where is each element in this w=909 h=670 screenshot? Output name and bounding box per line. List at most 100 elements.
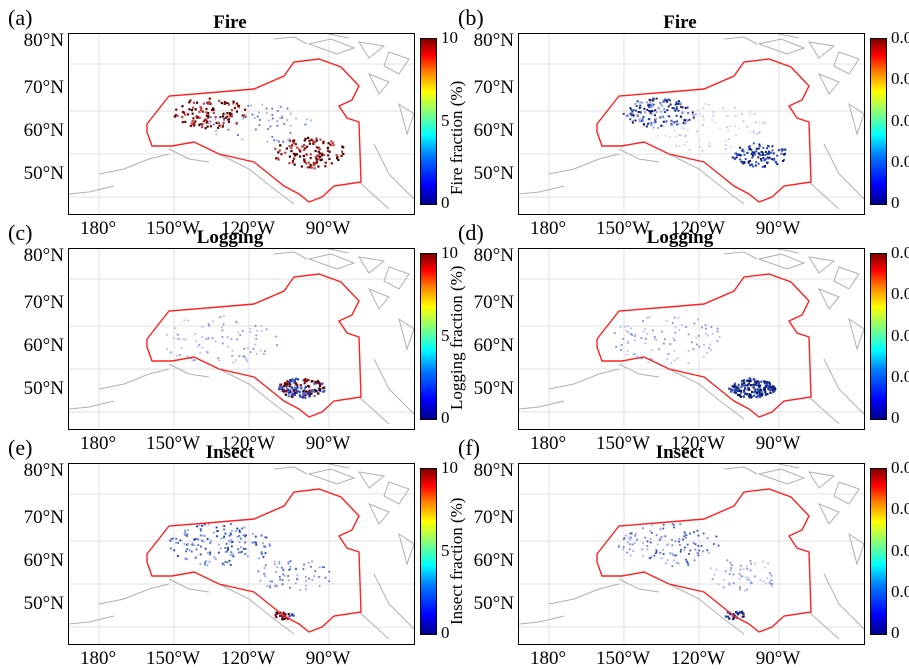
disturbance-pixel: [740, 379, 744, 383]
disturbance-pixel: [234, 110, 237, 113]
disturbance-pixel: [757, 147, 760, 150]
disturbance-pixel: [631, 120, 634, 122]
disturbance-pixel: [342, 146, 345, 149]
disturbance-pixel: [683, 549, 686, 551]
disturbance-pixel: [750, 384, 753, 387]
disturbance-pixel: [223, 535, 226, 538]
disturbance-pixel: [736, 154, 739, 156]
disturbance-pixel: [287, 138, 290, 141]
disturbance-pixel: [666, 559, 669, 561]
coastline: [668, 583, 745, 635]
disturbance-pixel: [305, 580, 307, 583]
disturbance-pixel: [673, 349, 676, 352]
disturbance-pixel: [291, 394, 294, 397]
disturbance-pixel: [300, 165, 303, 168]
disturbance-pixel: [312, 162, 315, 165]
disturbance-pixel: [753, 113, 756, 115]
panel-title: Logging: [196, 227, 264, 248]
disturbance-pixel: [674, 554, 677, 557]
longitude-tick-label: 180°: [79, 648, 117, 669]
disturbance-pixel: [222, 121, 225, 124]
disturbance-pixel: [749, 160, 751, 163]
disturbance-pixel: [639, 104, 642, 107]
disturbance-pixel: [220, 101, 223, 105]
disturbance-pixel: [755, 382, 758, 385]
disturbance-pixel: [246, 360, 248, 363]
map-panel: (c) Logging 80°N 70°N 60°N 50°N 180° 150°W 120°W…: [0, 215, 466, 454]
disturbance-pixel: [214, 558, 217, 560]
disturbance-pixel: [633, 353, 636, 356]
colorbar-tick-label: 0.04: [891, 458, 909, 477]
disturbance-pixel: [244, 541, 247, 544]
disturbance-pixel: [305, 588, 307, 591]
latitude-tick-label: 80°N: [23, 245, 64, 266]
disturbance-pixel: [269, 580, 271, 583]
disturbance-pixel: [661, 104, 664, 107]
coastline: [273, 466, 308, 475]
disturbance-pixel: [691, 341, 693, 344]
disturbance-pixel: [645, 101, 648, 104]
disturbance-pixel: [771, 145, 774, 148]
disturbance-pixel: [212, 320, 215, 323]
disturbance-pixel: [265, 328, 268, 331]
disturbance-pixel: [639, 105, 642, 108]
disturbance-pixel: [744, 392, 747, 395]
disturbance-pixel: [641, 548, 643, 551]
disturbance-pixel: [754, 153, 756, 156]
coastline: [373, 143, 414, 200]
disturbance-pixel: [648, 118, 651, 121]
disturbance-pixel: [758, 391, 761, 394]
disturbance-pixel: [783, 158, 785, 161]
disturbance-pixel: [717, 544, 720, 547]
disturbance-pixel: [773, 386, 776, 389]
disturbance-pixel: [199, 528, 202, 530]
disturbance-pixel: [659, 102, 662, 105]
colorbar: [870, 38, 887, 205]
disturbance-pixel: [201, 326, 204, 328]
disturbance-pixel: [208, 324, 211, 327]
disturbance-pixel: [692, 113, 695, 116]
disturbance-pixel: [707, 104, 710, 106]
disturbance-pixel: [640, 120, 643, 122]
disturbance-pixel: [292, 141, 295, 144]
disturbance-pixel: [314, 140, 317, 143]
disturbance-pixel: [675, 135, 677, 138]
disturbance-pixel: [769, 572, 771, 575]
disturbance-pixel: [622, 546, 625, 548]
disturbance-pixel: [642, 123, 645, 126]
disturbance-pixel: [750, 163, 753, 166]
disturbance-pixel: [311, 389, 314, 392]
latitude-tick-label: 70°N: [473, 292, 514, 313]
disturbance-pixel: [219, 547, 222, 550]
coastline: [833, 266, 860, 290]
disturbance-pixel: [697, 552, 699, 554]
disturbance-pixel: [329, 143, 332, 146]
disturbance-pixel: [229, 554, 232, 556]
disturbance-pixel: [746, 151, 749, 154]
disturbance-pixel: [732, 573, 735, 576]
disturbance-pixel: [201, 336, 204, 338]
disturbance-pixel: [644, 111, 646, 114]
coastline: [373, 573, 414, 630]
disturbance-pixel: [205, 107, 208, 111]
disturbance-pixel: [692, 542, 695, 544]
disturbance-pixel: [685, 558, 687, 561]
disturbance-pixel: [655, 534, 658, 537]
disturbance-pixel: [687, 564, 690, 567]
longitude-tick-label: 90°W: [755, 218, 801, 239]
disturbance-pixel: [192, 101, 196, 104]
disturbance-pixel: [310, 138, 313, 141]
disturbance-pixel: [771, 149, 774, 152]
panel-label: (b): [458, 5, 484, 30]
disturbance-pixel: [681, 324, 683, 327]
disturbance-pixel: [262, 542, 264, 545]
disturbance-pixel: [199, 121, 202, 124]
disturbance-pixel: [249, 351, 252, 353]
disturbance-pixel: [632, 114, 635, 117]
region-outline: [146, 273, 362, 418]
disturbance-pixel: [764, 390, 767, 393]
disturbance-pixel: [216, 535, 218, 538]
disturbance-pixel: [706, 537, 709, 540]
disturbance-pixel: [232, 361, 235, 364]
disturbance-pixel: [198, 116, 201, 119]
